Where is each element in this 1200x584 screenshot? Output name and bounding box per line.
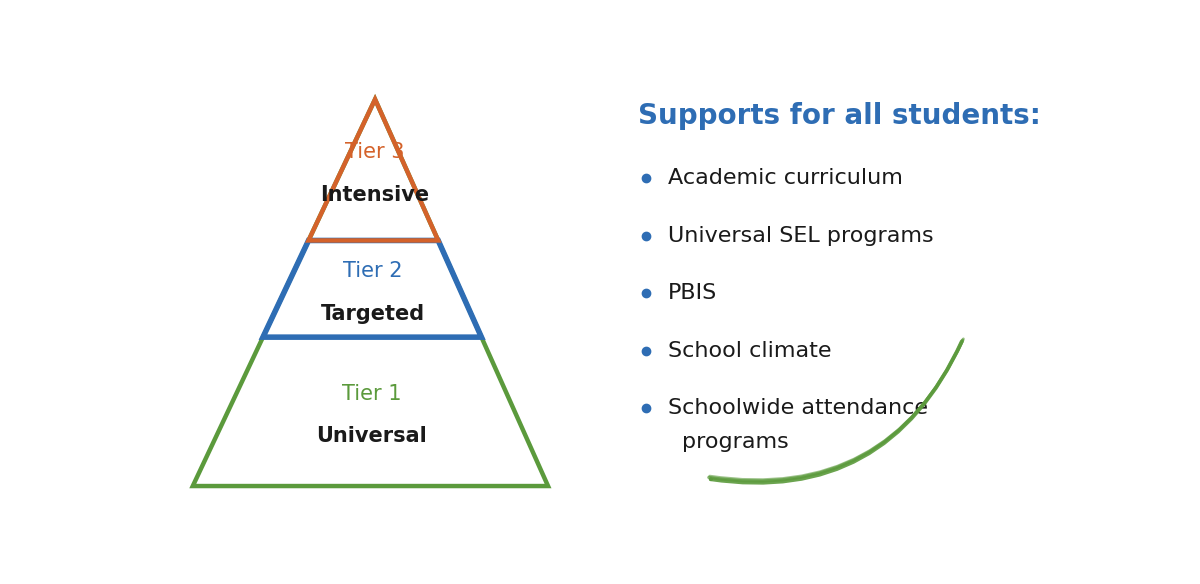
Text: Universal SEL programs: Universal SEL programs (668, 225, 934, 245)
FancyArrowPatch shape (710, 342, 961, 483)
FancyArrowPatch shape (709, 340, 962, 481)
Text: Tier 2: Tier 2 (343, 261, 402, 281)
Text: Targeted: Targeted (320, 304, 425, 324)
Text: Universal: Universal (316, 426, 427, 446)
Text: School climate: School climate (668, 340, 832, 361)
Text: PBIS: PBIS (668, 283, 718, 303)
Text: Tier 1: Tier 1 (342, 384, 401, 404)
FancyArrowPatch shape (709, 339, 964, 479)
Text: Intensive: Intensive (320, 185, 430, 204)
Text: Academic curriculum: Academic curriculum (668, 168, 902, 188)
Text: Tier 3: Tier 3 (346, 142, 404, 162)
Text: Supports for all students:: Supports for all students: (638, 102, 1042, 130)
Text: Schoolwide attendance: Schoolwide attendance (668, 398, 928, 418)
Text: programs: programs (682, 432, 788, 452)
